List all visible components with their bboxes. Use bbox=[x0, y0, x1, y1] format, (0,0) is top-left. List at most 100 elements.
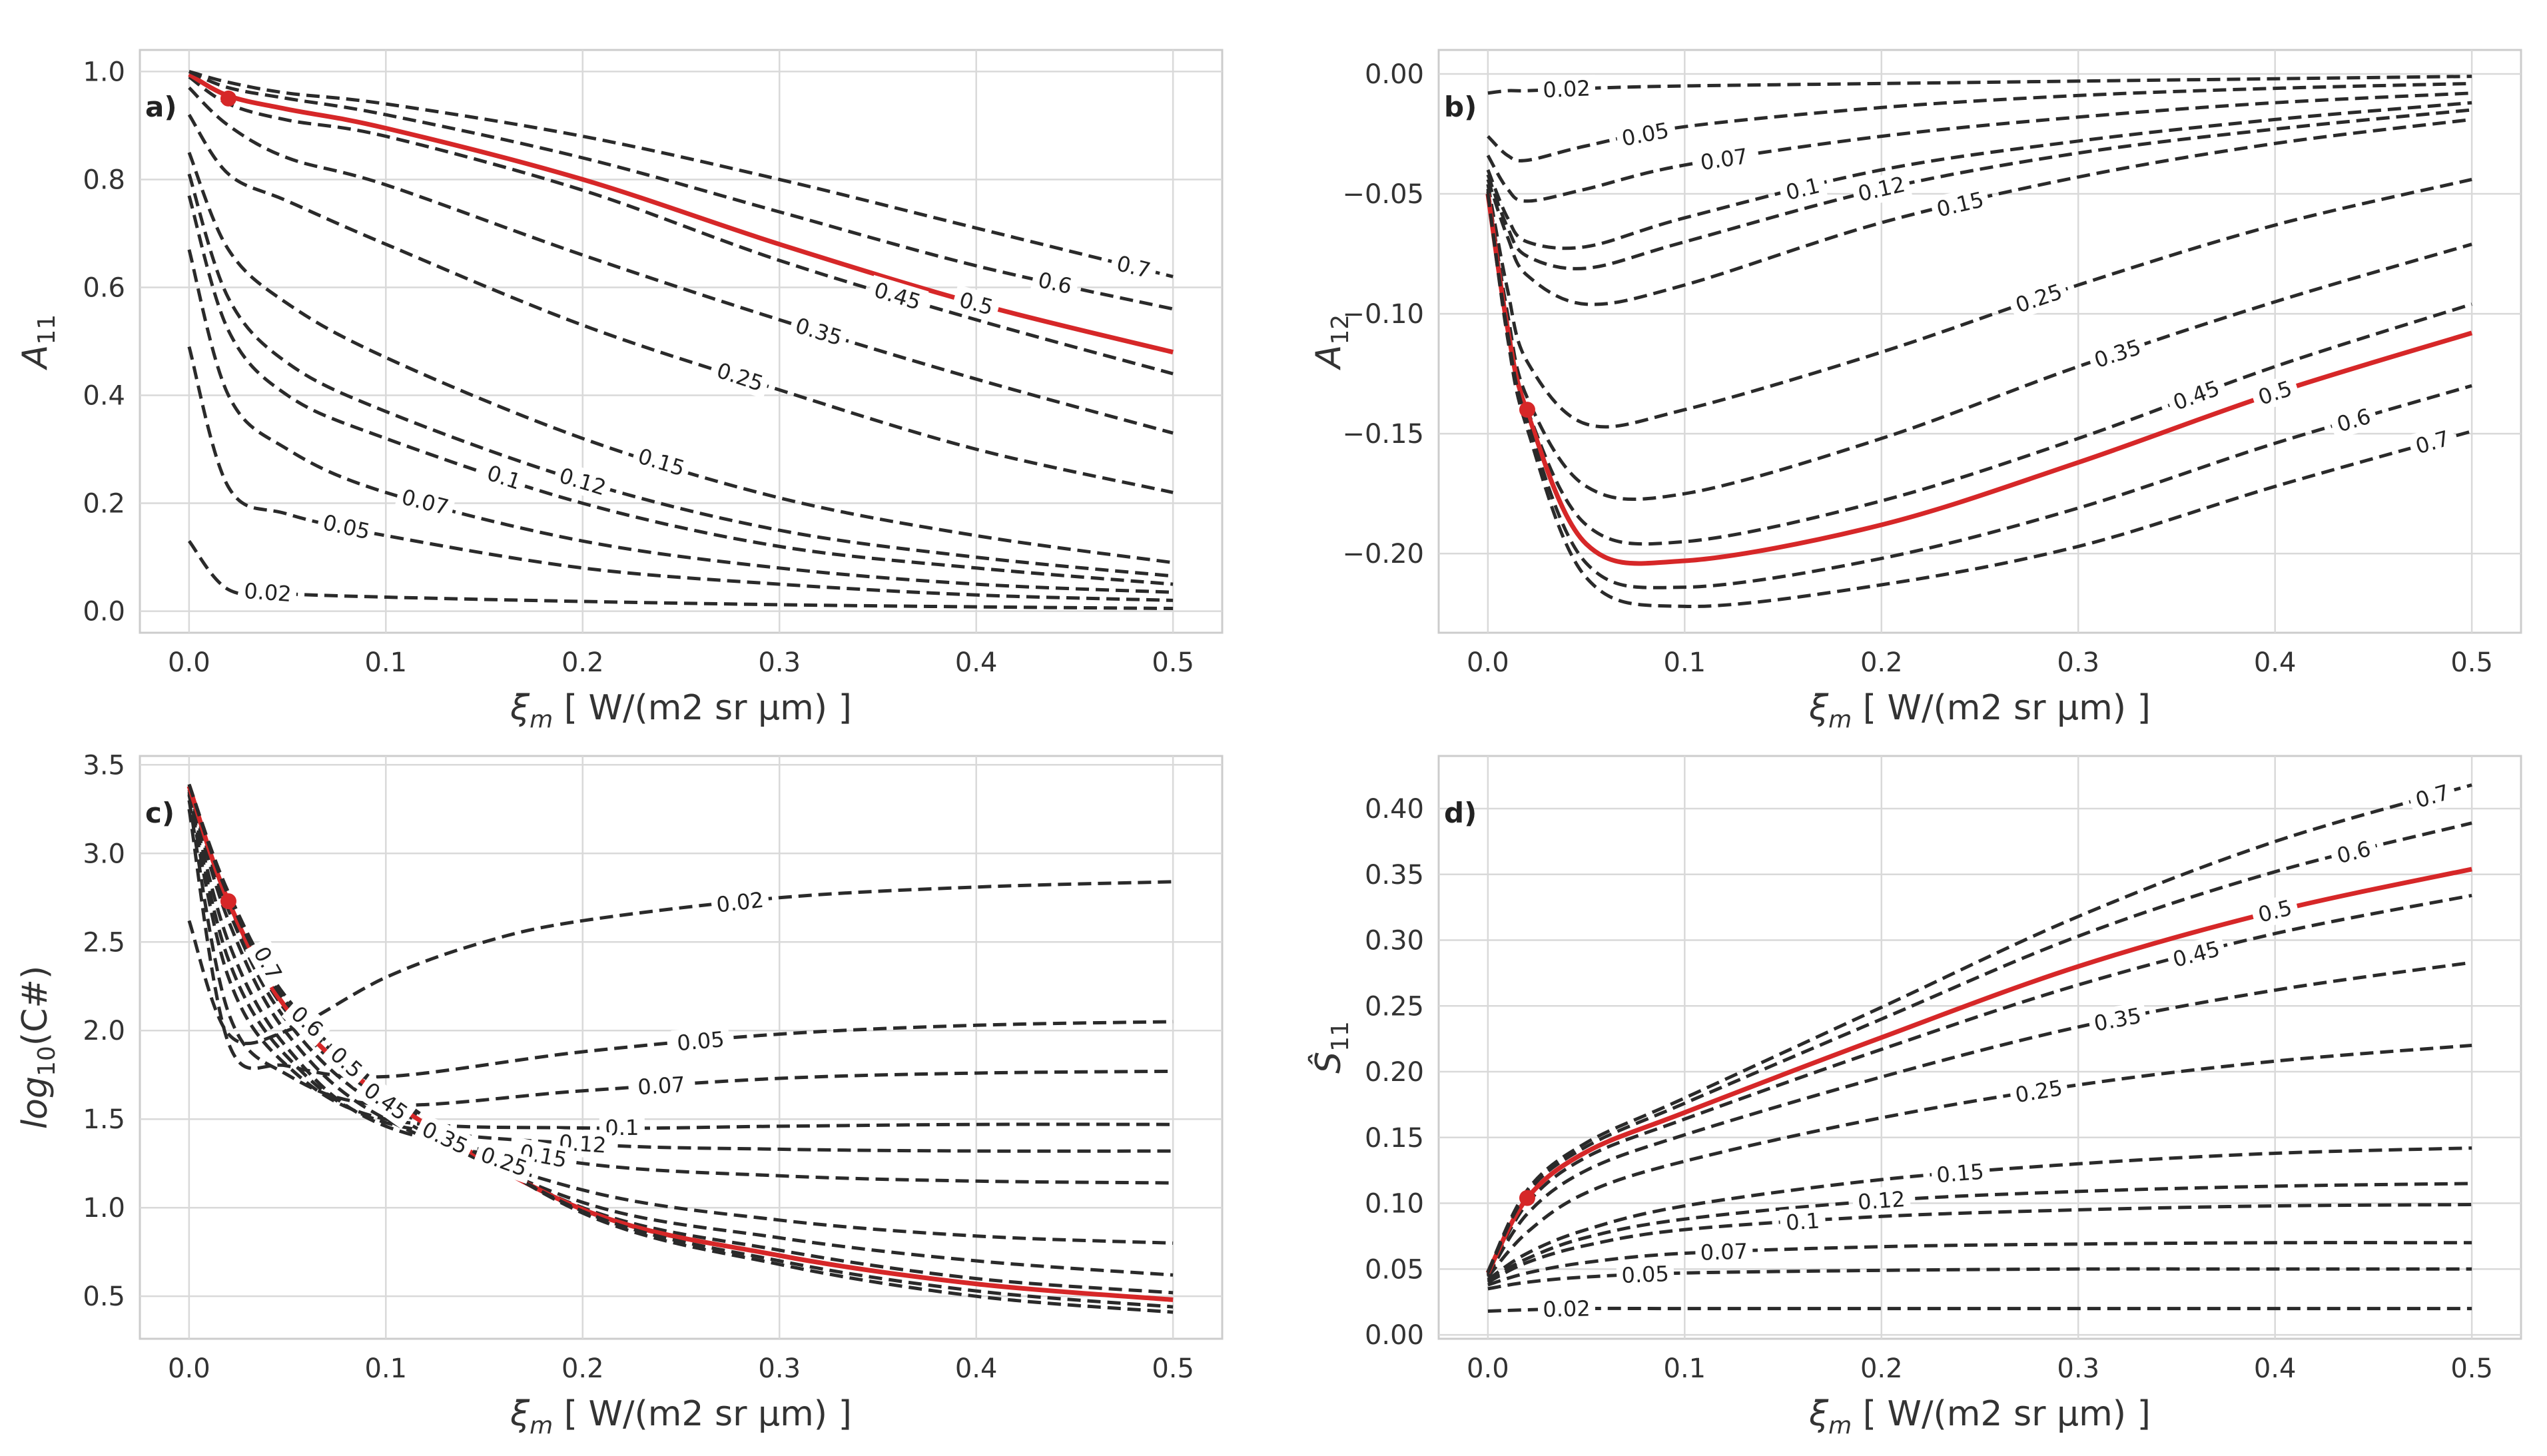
contour-label-bg bbox=[2329, 834, 2379, 871]
contour-label-bg bbox=[1929, 184, 1992, 224]
contour-label-bg bbox=[1850, 169, 1913, 208]
x-tick-label: 0.2 bbox=[561, 1353, 604, 1384]
x-tick-label: 0.1 bbox=[365, 1353, 408, 1384]
contour-label-text: 0.02 bbox=[1543, 75, 1591, 103]
contour-label-bg bbox=[710, 885, 771, 919]
y-tick-label: 0.0 bbox=[83, 597, 125, 627]
contour-label-bg bbox=[2406, 777, 2458, 815]
contour-label-bg bbox=[1616, 1260, 1674, 1289]
contour-label-bg bbox=[2406, 423, 2458, 462]
contour-label-bg bbox=[1537, 1295, 1596, 1323]
contour-label-text: 0.02 bbox=[243, 578, 292, 607]
x-axis-label: ξm [ W/(m2 sr µm) ] bbox=[1808, 688, 2151, 733]
x-axis-symbol: ξ bbox=[1808, 688, 1829, 728]
series-line-0.7 bbox=[1486, 193, 2472, 609]
contour-label-bg bbox=[1779, 1206, 1826, 1237]
contour-label-text: 0.02 bbox=[1543, 1295, 1591, 1322]
series-line-0.6 bbox=[1486, 821, 2472, 1274]
x-axis-subscript: m bbox=[1828, 706, 1852, 733]
y-axis-subscript: 12 bbox=[1327, 314, 1354, 345]
contour-label-0.07: 0.07 bbox=[1693, 142, 1754, 177]
x-tick-label: 0.2 bbox=[1860, 647, 1903, 678]
x-axis-subscript: m bbox=[1828, 1412, 1852, 1439]
y-axis-label: A11 bbox=[15, 314, 61, 370]
y-axis-label: Ŝ11 bbox=[1307, 1021, 1354, 1074]
y-tick-label: 0.25 bbox=[1365, 991, 1424, 1022]
contour-label-0.07: 0.07 bbox=[394, 482, 456, 522]
x-tick-label: 0.1 bbox=[1664, 1353, 1706, 1384]
x-axis-label: ξm [ W/(m2 sr µm) ] bbox=[1808, 1394, 2151, 1439]
y-axis-subscript: 11 bbox=[33, 314, 61, 345]
series-line-0.15 bbox=[1487, 1146, 2472, 1281]
series-line-0.07 bbox=[187, 249, 1174, 594]
panel-label: d) bbox=[1444, 797, 1477, 829]
contour-label-bg bbox=[2165, 372, 2228, 418]
x-tick-label: 0.4 bbox=[2254, 1353, 2297, 1384]
contour-label-bg bbox=[413, 1114, 477, 1162]
y-tick-label: −0.20 bbox=[1342, 539, 1424, 569]
y-tick-label: 2.0 bbox=[83, 1016, 125, 1046]
y-tick-label: 3.0 bbox=[83, 839, 125, 869]
contour-label-bg bbox=[551, 460, 614, 503]
series-line-0.12 bbox=[187, 173, 1174, 578]
contour-label-0.1: 0.1 bbox=[1779, 1206, 1826, 1237]
contour-label-text: 0.1 bbox=[1785, 1208, 1820, 1236]
contour-label-bg bbox=[1693, 142, 1754, 177]
x-axis-subscript: m bbox=[530, 706, 553, 733]
x-tick-label: 0.3 bbox=[758, 647, 801, 678]
y-tick-label: −0.15 bbox=[1342, 419, 1424, 450]
contour-label-bg bbox=[354, 1074, 417, 1129]
contour-label-bg bbox=[1852, 1185, 1912, 1216]
series-line-0.45 bbox=[188, 75, 1174, 376]
x-tick-label: 0.4 bbox=[955, 1353, 998, 1384]
contour-label-bg bbox=[2249, 373, 2301, 413]
contour-label-bg bbox=[631, 1070, 691, 1101]
contour-label-0.02: 0.02 bbox=[710, 885, 771, 919]
y-tick-label: 1.0 bbox=[83, 57, 125, 87]
contour-label-bg bbox=[2165, 934, 2228, 974]
series-line-0.45 bbox=[1486, 191, 2472, 546]
series-line-0.6 bbox=[187, 783, 1174, 1309]
contour-label-text: 0.15 bbox=[1936, 1159, 1985, 1188]
contour-label-bg bbox=[1930, 1158, 1990, 1189]
contour-label-text: 0.02 bbox=[715, 887, 765, 918]
plot-area bbox=[1437, 49, 2522, 634]
x-tick-label: 0.1 bbox=[1664, 647, 1706, 678]
y-tick-label: 0.05 bbox=[1365, 1254, 1424, 1285]
y-axis-symbol: log bbox=[15, 1076, 55, 1129]
x-tick-label: 0.5 bbox=[1152, 1353, 1194, 1384]
y-axis-tail: (C#) bbox=[15, 966, 55, 1046]
series-line-0.05 bbox=[187, 346, 1174, 602]
y-tick-label: 1.5 bbox=[83, 1104, 125, 1135]
marker-point bbox=[1519, 1190, 1535, 1206]
contour-label-bg bbox=[2007, 276, 2071, 320]
y-tick-label: 0.5 bbox=[83, 1281, 125, 1312]
x-tick-label: 0.5 bbox=[2450, 647, 2493, 678]
y-axis-symbol: Ŝ bbox=[1307, 1052, 1349, 1074]
contour-label-bg bbox=[1108, 248, 1159, 286]
contour-label-text: 0.12 bbox=[1857, 1186, 1906, 1215]
contour-label-0.05: 0.05 bbox=[671, 1025, 731, 1057]
contour-label-bg bbox=[1777, 171, 1828, 208]
series-line-0.07 bbox=[1486, 91, 2472, 203]
contour-label-0.6: 0.6 bbox=[2329, 834, 2379, 871]
contour-label-bg bbox=[320, 1037, 372, 1088]
contour-label-bg bbox=[281, 996, 333, 1047]
y-tick-label: 0.8 bbox=[83, 165, 125, 195]
panel-b: 0.0 0.1 0.2 0.3 0.4 0.5 0.00 −0.05 −0.10 −0.15 −0.… bbox=[1309, 49, 2522, 733]
y-axis-subscript: 10 bbox=[33, 1046, 61, 1076]
contour-label-0.1: 0.1 bbox=[1777, 171, 1828, 208]
series-line-0.25 bbox=[187, 789, 1174, 1245]
contour-label-0.7: 0.7 bbox=[1108, 248, 1159, 286]
contour-label-bg bbox=[866, 274, 929, 317]
series-line-0.6 bbox=[188, 70, 1174, 311]
contour-label-bg bbox=[478, 458, 530, 498]
series-line-0.1 bbox=[187, 794, 1174, 1130]
x-axis-symbol: ξ bbox=[510, 688, 530, 728]
series-line-0.25 bbox=[1486, 177, 2472, 429]
series-line-0.7 bbox=[187, 783, 1174, 1314]
x-axis-subscript: m bbox=[530, 1412, 553, 1439]
series-line-0.05 bbox=[1487, 81, 2472, 163]
x-tick-label: 0.0 bbox=[1467, 1353, 1509, 1384]
